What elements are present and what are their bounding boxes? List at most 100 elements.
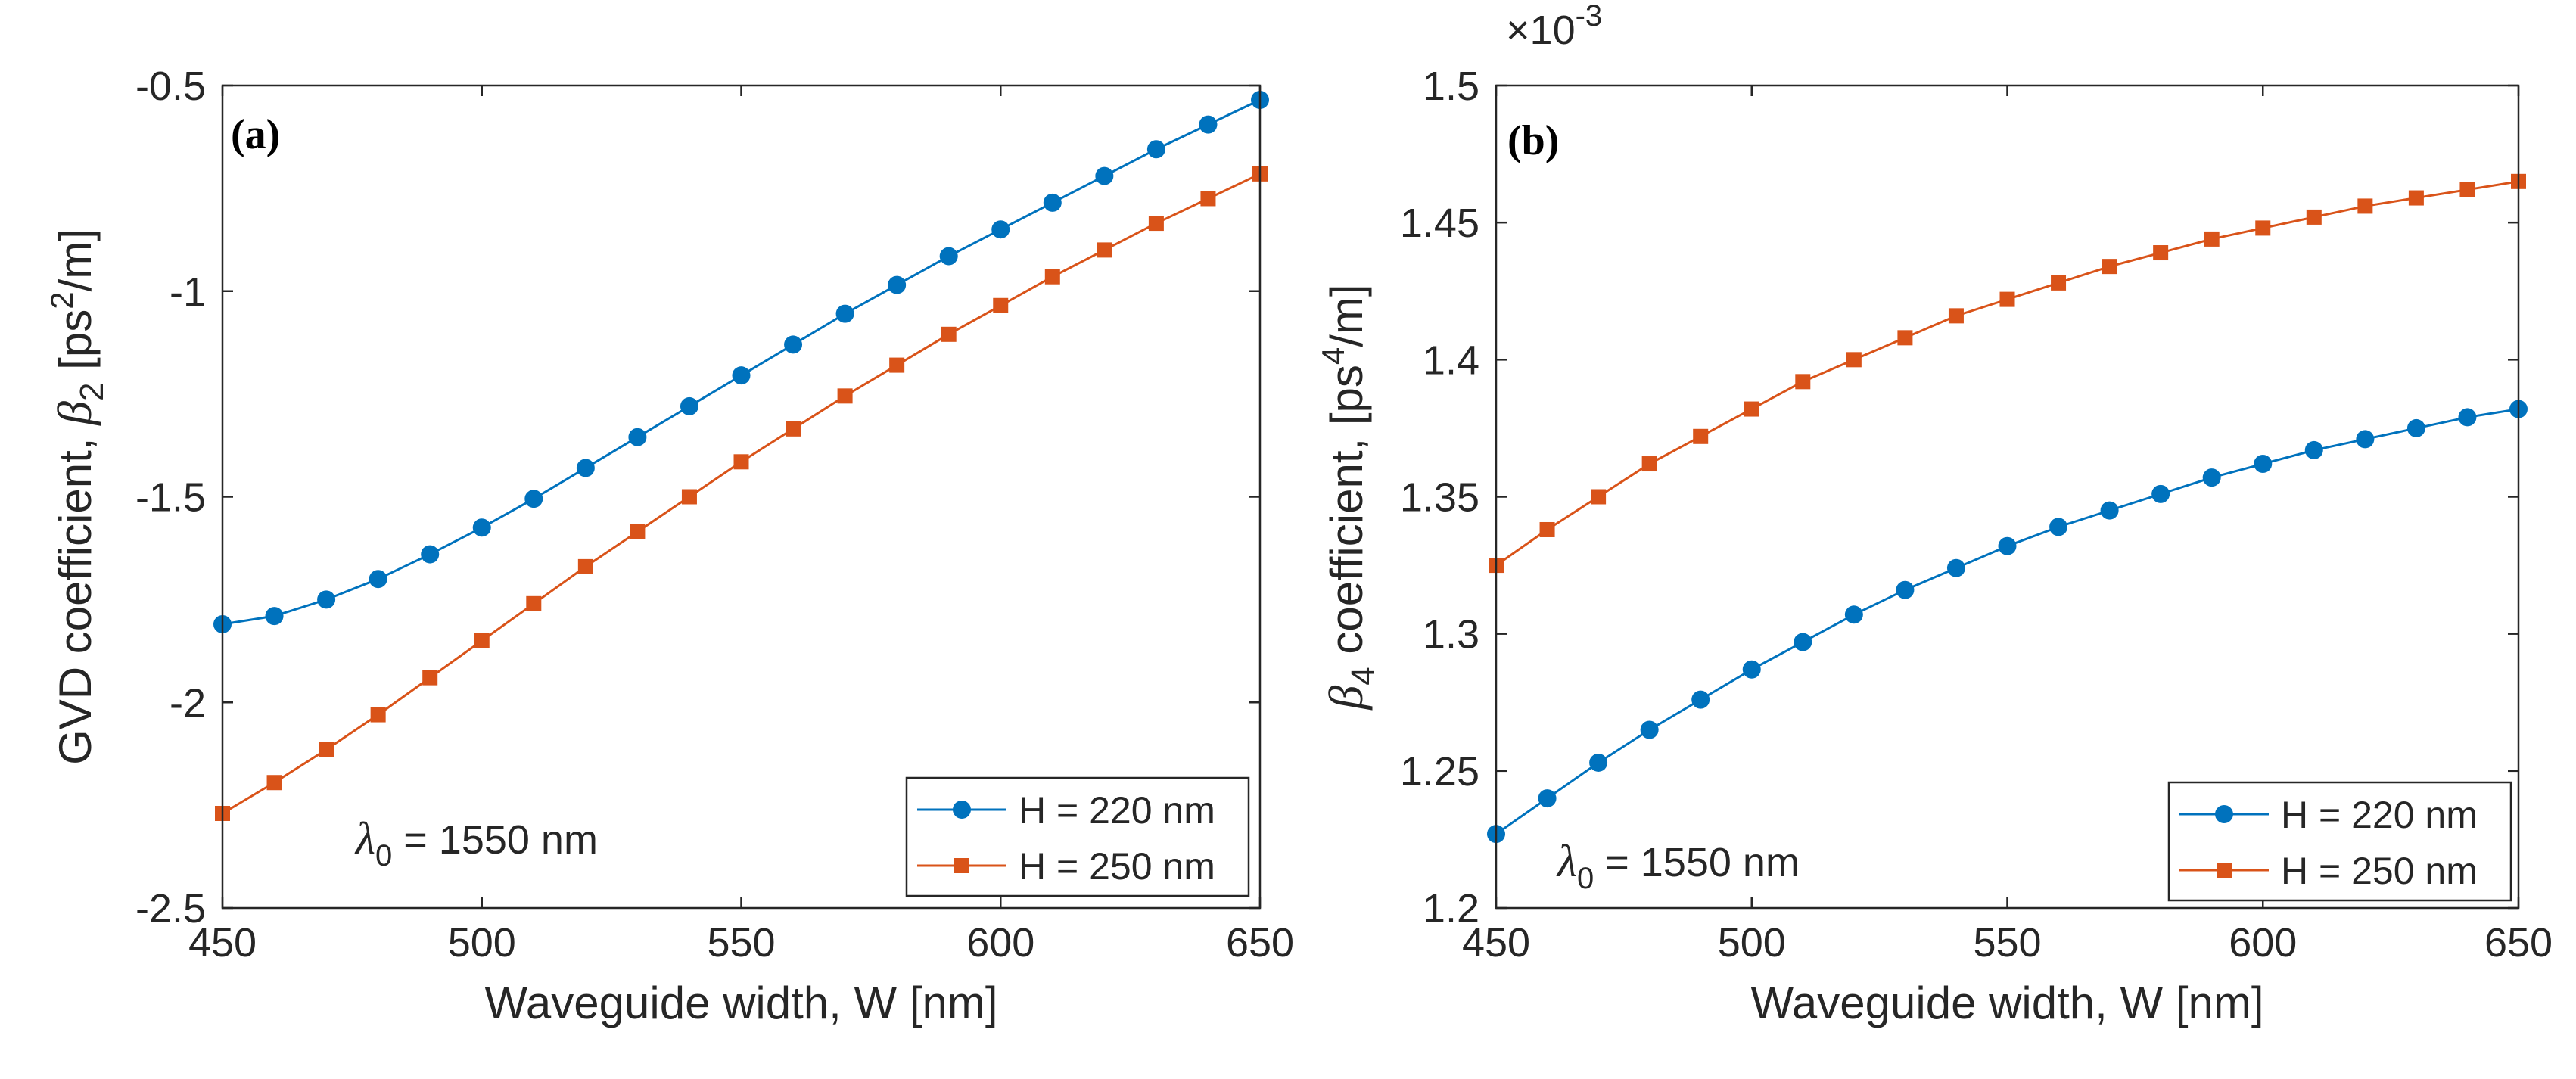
data-point <box>1539 521 1555 537</box>
y-tick-label: -2 <box>170 680 206 726</box>
y-tick-label: 1.5 <box>1423 64 1479 109</box>
data-point <box>889 357 905 373</box>
data-point <box>319 742 334 757</box>
legend-label: H = 250 nm <box>2281 850 2478 892</box>
data-point <box>1795 374 1811 390</box>
panel-label: (b) <box>1507 117 1559 164</box>
legend-box <box>2167 781 2512 902</box>
data-point <box>472 518 491 537</box>
y-tick-label: -1.5 <box>135 475 206 521</box>
data-point <box>2304 440 2323 459</box>
data-point <box>1742 660 1761 679</box>
data-point <box>888 275 907 294</box>
data-point <box>993 297 1009 313</box>
data-point <box>1744 401 1759 417</box>
y-tick-label: 1.35 <box>1400 475 1479 521</box>
data-point <box>835 304 854 323</box>
x-tick-label: 650 <box>2484 920 2553 966</box>
data-point <box>576 459 595 477</box>
data-point <box>1146 140 1165 159</box>
data-point <box>1044 269 1060 285</box>
legend-label: H = 220 nm <box>2281 794 2478 836</box>
x-tick-label: 550 <box>707 920 775 966</box>
data-point <box>474 633 490 648</box>
y-axis-label: GVD coefficient, β2 [ps2/m] <box>44 229 110 765</box>
x-tick-label: 450 <box>188 920 257 966</box>
data-point <box>265 607 284 626</box>
data-point <box>266 775 282 791</box>
data-point <box>1538 789 1557 808</box>
x-tick-label: 650 <box>1226 920 1294 966</box>
data-point <box>1199 115 1218 134</box>
data-point <box>2357 198 2373 214</box>
data-point <box>786 421 801 437</box>
y-tick-label: -2.5 <box>135 886 206 931</box>
legend-box <box>905 776 1250 897</box>
plot-area <box>1496 86 2518 908</box>
data-point <box>1591 489 1607 505</box>
legend-label: H = 250 nm <box>1019 845 1215 888</box>
data-point <box>421 545 440 564</box>
x-tick-label: 500 <box>448 920 516 966</box>
data-point <box>2100 501 2119 520</box>
y-tick-label: 1.45 <box>1400 201 1479 246</box>
y-tick-label: 1.4 <box>1423 337 1479 383</box>
data-point <box>2255 220 2271 236</box>
legend-marker <box>953 801 971 819</box>
x-axis-label: Waveguide width, W [nm] <box>1750 978 2263 1028</box>
plot-area <box>222 86 1260 908</box>
data-point <box>2153 245 2169 261</box>
data-point <box>941 326 957 342</box>
data-point <box>2102 259 2117 275</box>
y-tick-label: 1.3 <box>1423 612 1479 658</box>
data-point <box>784 335 803 354</box>
data-point <box>939 247 958 266</box>
data-point <box>2051 275 2067 291</box>
y-axis-label: β4 coefficient, [ps4/m] <box>1315 284 1382 711</box>
data-point <box>2204 231 2220 247</box>
data-point <box>524 490 543 508</box>
data-point <box>1095 166 1114 185</box>
data-point <box>2459 182 2475 197</box>
data-point <box>837 388 853 404</box>
x-tick-label: 500 <box>1718 920 1786 966</box>
data-point <box>991 220 1010 239</box>
chart-panel-b: 450 500 550 600 650 1.2 1.25 1.3 1.35 1.4 1.45 1.5 (… <box>1315 0 2553 1028</box>
data-point <box>2306 209 2322 225</box>
data-point <box>1897 330 1913 346</box>
data-point <box>2356 430 2375 449</box>
data-point <box>317 590 336 609</box>
data-point <box>680 396 698 415</box>
data-point <box>1200 191 1216 207</box>
data-point <box>1998 536 2017 555</box>
data-point <box>732 366 751 385</box>
data-point <box>1794 633 1812 651</box>
x-tick-label: 600 <box>2229 920 2297 966</box>
x-tick-label: 450 <box>1462 920 1530 966</box>
data-point <box>2049 518 2068 536</box>
y-tick-label: -1 <box>170 269 206 315</box>
data-point <box>1946 558 1965 577</box>
legend: H = 220 nm H = 250 nm <box>905 776 1250 897</box>
data-point <box>628 428 647 446</box>
data-point <box>1691 690 1710 709</box>
x-axis-label: Waveguide width, W [nm] <box>484 978 997 1028</box>
x-tick-label: 550 <box>1973 920 2041 966</box>
y-exponent-label: ×10-3 <box>1506 0 1602 53</box>
data-point <box>369 570 387 589</box>
series-h250 <box>215 166 1268 821</box>
y-tick-label: 1.2 <box>1423 886 1479 931</box>
data-point <box>1640 720 1659 739</box>
legend-marker <box>954 858 969 873</box>
legend-marker <box>2215 805 2233 823</box>
data-point <box>681 489 697 505</box>
data-point <box>1641 456 1657 472</box>
data-point <box>1148 216 1164 232</box>
data-point <box>526 595 542 611</box>
legend-marker <box>2217 863 2232 878</box>
data-point <box>1043 193 1062 212</box>
data-point <box>2254 455 2273 474</box>
data-point <box>630 524 646 540</box>
data-point <box>1846 352 1862 368</box>
